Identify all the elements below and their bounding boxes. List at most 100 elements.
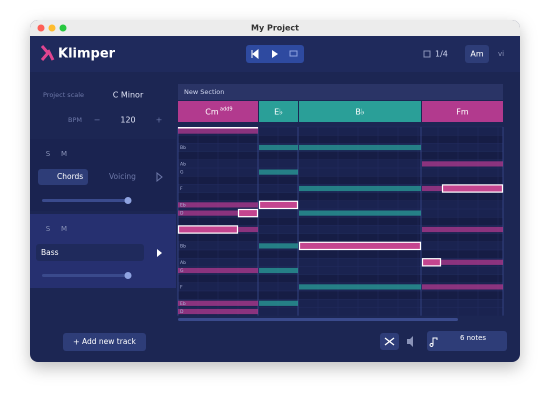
chord-block[interactable] xyxy=(299,101,421,122)
chord-tone xyxy=(259,243,298,249)
instrument-select[interactable] xyxy=(36,244,144,261)
zoom[interactable] xyxy=(59,24,67,32)
sound-icon[interactable] xyxy=(407,336,413,347)
logo: Klimper xyxy=(58,47,116,62)
solo-button[interactable]: S xyxy=(46,150,51,158)
bass-note[interactable] xyxy=(298,241,422,251)
chord-name: Fm xyxy=(456,108,469,117)
logo-icon xyxy=(40,45,55,61)
playhead xyxy=(178,127,258,129)
degree: vi xyxy=(498,50,504,58)
chord-tone xyxy=(259,300,298,306)
row-shade xyxy=(178,135,503,144)
bass-note[interactable] xyxy=(177,225,239,234)
volume-slider[interactable] xyxy=(42,274,130,277)
bpm-minus[interactable]: − xyxy=(94,116,101,125)
note-label: Ab xyxy=(180,161,186,167)
play-button[interactable] xyxy=(272,50,278,58)
notes-count: 6 notes xyxy=(460,334,486,342)
chord-tone xyxy=(422,284,503,290)
add-track-label: Add new track xyxy=(82,337,137,346)
chord-block[interactable] xyxy=(259,101,298,122)
note-label: Bb xyxy=(180,243,186,249)
note-label: Bb xyxy=(180,145,186,151)
chord-tone xyxy=(422,259,503,265)
note-label: Eb xyxy=(180,301,186,307)
mute-button[interactable]: M xyxy=(61,225,67,233)
scale[interactable]: C Minor xyxy=(113,91,144,100)
chords-tab[interactable] xyxy=(38,169,88,185)
note-label: F xyxy=(180,284,183,290)
play-track[interactable] xyxy=(157,249,162,257)
mute-button[interactable]: M xyxy=(61,150,67,158)
note-label: G xyxy=(180,170,184,176)
chord-tone xyxy=(178,300,258,306)
bass-note[interactable] xyxy=(258,200,299,210)
add-track-button[interactable] xyxy=(63,333,146,351)
chord-tone xyxy=(299,185,421,192)
minimize[interactable] xyxy=(48,24,56,32)
chord-tone xyxy=(299,210,421,216)
bpm-plus[interactable]: + xyxy=(156,116,163,125)
section-bar xyxy=(178,84,503,100)
piano-roll: Cm add9 E♭ B♭ Fm Bb Ab G F Eb D Bb Ab G F Eb D xyxy=(177,101,504,316)
row-shade xyxy=(178,291,503,300)
add-icon: + xyxy=(73,338,80,347)
volume-knob[interactable] xyxy=(124,272,132,279)
chord-name: E♭ xyxy=(274,108,283,117)
chord-block[interactable] xyxy=(178,101,258,122)
play-track[interactable] xyxy=(156,171,163,183)
chord-tone xyxy=(299,144,421,151)
note-label: D xyxy=(180,211,184,217)
volume-knob[interactable] xyxy=(124,197,132,204)
solo-button[interactable]: S xyxy=(46,225,51,233)
section-name: New Section xyxy=(184,88,224,96)
key: Am xyxy=(470,50,483,59)
title-bar xyxy=(30,20,520,36)
key-button[interactable] xyxy=(465,45,489,63)
loop-button[interactable] xyxy=(289,50,298,57)
bass-note[interactable] xyxy=(441,184,504,193)
scrollbar[interactable] xyxy=(178,318,458,321)
chord-tone xyxy=(259,169,298,175)
chord-name: Cm xyxy=(205,108,219,117)
chord-tone xyxy=(259,267,298,274)
rewind-button[interactable] xyxy=(251,48,259,60)
chord-tone xyxy=(299,284,421,290)
chord-name: B♭ xyxy=(355,108,364,117)
chord-tone xyxy=(178,202,258,208)
track-name: Bass xyxy=(41,248,59,257)
bass-note[interactable] xyxy=(237,208,259,218)
chord-suffix: add9 xyxy=(220,107,233,113)
division[interactable]: 1/4 xyxy=(435,50,448,59)
chord-block[interactable] xyxy=(422,101,503,122)
bass-note[interactable] xyxy=(421,258,442,267)
note-label: Ab xyxy=(180,260,186,266)
row-shade xyxy=(178,233,503,242)
row-shade xyxy=(178,192,503,201)
chord-tone xyxy=(178,267,258,274)
export-box[interactable] xyxy=(427,331,507,351)
note-label: D xyxy=(180,309,184,315)
bpm-label: BPM xyxy=(68,116,82,124)
division-icon xyxy=(423,50,431,58)
bpm[interactable]: 120 xyxy=(120,116,135,125)
chord-tone xyxy=(259,144,298,151)
note-label: G xyxy=(180,268,184,274)
note-label: Eb xyxy=(180,202,186,208)
note-label: F xyxy=(180,186,183,192)
close[interactable] xyxy=(37,24,45,32)
fit-icon xyxy=(384,337,395,346)
chord-tone xyxy=(178,128,258,134)
row-shade xyxy=(178,151,503,160)
chord-tone xyxy=(178,308,258,315)
chords-tab-label: Chords xyxy=(57,172,83,181)
chord-tone xyxy=(178,210,258,216)
row-shade xyxy=(178,176,503,185)
row-shade xyxy=(178,217,503,226)
volume-slider[interactable] xyxy=(42,199,130,202)
chord-tone xyxy=(422,226,503,233)
voicing-tab[interactable]: Voicing xyxy=(109,172,136,181)
